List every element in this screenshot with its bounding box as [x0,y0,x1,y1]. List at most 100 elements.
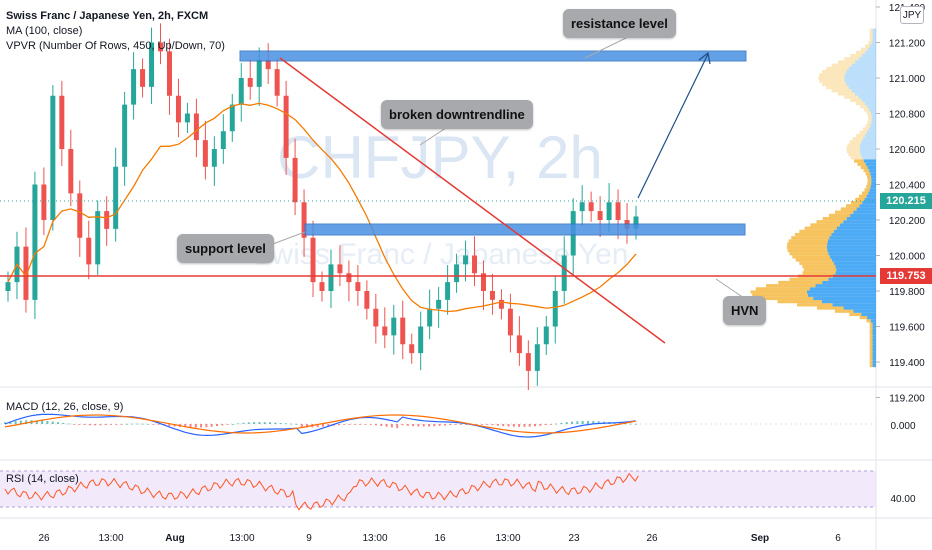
projection-arrow[interactable] [637,53,709,199]
macd-label[interactable]: MACD (12, 26, close, 9) [6,401,124,413]
vpvr-bar-down [869,322,873,326]
vpvr-bar-up [865,162,876,166]
candle-body [95,211,101,265]
hvn-callout[interactable]: HVN [723,296,767,325]
vpvr-bar-down [869,338,873,342]
support-callout[interactable]: support level [177,234,274,263]
legend-ma[interactable]: MA (100, close) [6,25,83,37]
candle-body [606,202,612,220]
vpvr-bar-up [844,79,876,83]
macd-hist-bar [348,424,351,425]
vpvr-bar-down [802,264,836,269]
support-zone[interactable] [304,223,746,236]
vpvr-bar-up [872,28,876,32]
vpvr-bar-down [857,162,866,166]
hvn-price-tag: 119.753 [880,268,932,284]
candle-body [104,211,110,229]
vpvr-bar-up [836,226,876,230]
vpvr-bar-down [828,213,851,217]
volume-profile [750,28,876,368]
macd-hist-bar [35,420,38,424]
macd-hist-bar [231,423,234,425]
candle-body [68,149,74,194]
vpvr-bar-down [856,133,866,138]
vpvr-bar-down [869,38,873,42]
vpvr-bar-down [853,159,864,163]
candle-body [140,69,146,87]
vpvr-bar-up [872,354,876,358]
vpvr-bar-down [791,236,830,240]
macd-hist-bar [200,424,203,428]
candle-body [319,282,325,291]
candle-body [256,60,262,87]
macd-hist-bar [226,424,229,425]
vpvr-bar-down [869,351,873,355]
vpvr-bar-down [848,153,861,157]
macd-hist-bar [438,424,441,426]
resistance-callout[interactable]: resistance level [563,9,676,38]
resistance-zone[interactable] [239,50,747,62]
vpvr-bar-down [786,245,827,249]
macd-hist-bar [496,424,499,426]
candle-body [382,326,388,336]
vpvr-bar-up [869,188,876,192]
vpvr-bar-down [869,31,873,35]
macd-hist-bar [597,421,600,424]
macd-hist-bar [375,424,377,426]
vpvr-bar-up [853,309,876,313]
vpvr-bar-up [872,322,876,326]
rsi-band [0,471,876,507]
downtrend-line[interactable] [279,57,666,344]
vpvr-bar-down [869,28,873,32]
macd-hist-bar [274,422,277,424]
downtrend-callout[interactable]: broken downtrendline [381,100,533,129]
vpvr-bar-down [844,95,859,99]
vpvr-bar-down [799,229,834,233]
legend-title[interactable]: Swiss Franc / Japanese Yen, 2h, FXCM [6,10,209,22]
vpvr-bar-up [866,194,876,198]
price-tick-label: 120.000 [889,252,926,263]
vpvr-bar-up [828,252,876,256]
vpvr-bar-down [869,341,873,345]
vpvr-bar-down [803,268,837,272]
macd-hist-bar [380,424,383,426]
candle-body [166,51,172,96]
support-pointer [269,231,306,246]
vpvr-bar-down [866,111,871,115]
macd-hist-bar [406,424,409,426]
macd-hist-bar [216,424,218,427]
macd-hist-bar [364,424,367,425]
candle-body [247,78,253,87]
macd-hist-bar [327,424,330,427]
macd-hist-bar [57,422,59,424]
vpvr-bar-up [867,47,876,51]
vpvr-bar-down [840,207,857,211]
legend-vpvr[interactable]: VPVR (Number Of Rows, 450, Up/Down, 70) [6,40,225,52]
vpvr-bar-up [870,319,876,323]
macd-hist-bar [343,424,346,425]
macd-hist-bar [629,423,632,425]
rsi-label[interactable]: RSI (14, close) [6,473,79,485]
vpvr-bar-down [787,242,828,246]
vpvr-bar-down [816,220,844,224]
vpvr-bar-up [872,341,876,345]
macd-hist-bar [205,424,208,428]
time-tick-label: 13:00 [229,533,254,544]
vpvr-bar-up [872,332,876,336]
vpvr-bar-down [831,63,852,67]
vpvr-bar-down [837,92,855,96]
macd-hist-bar [136,423,139,425]
hvn-pointer [715,278,745,299]
macd-hist-bar [131,423,134,425]
candle-body [220,131,226,149]
macd-hist-bar [549,424,552,425]
macd-hist-bar [184,424,187,428]
vpvr-bar-up [870,111,876,115]
vpvr-bar-down [750,290,807,294]
macd-hist-bar [486,424,489,425]
vpvr-bar-up [872,325,876,329]
vpvr-bar-down [849,140,862,144]
currency-badge[interactable]: JPY [900,6,924,24]
vpvr-bar-down [849,312,862,317]
